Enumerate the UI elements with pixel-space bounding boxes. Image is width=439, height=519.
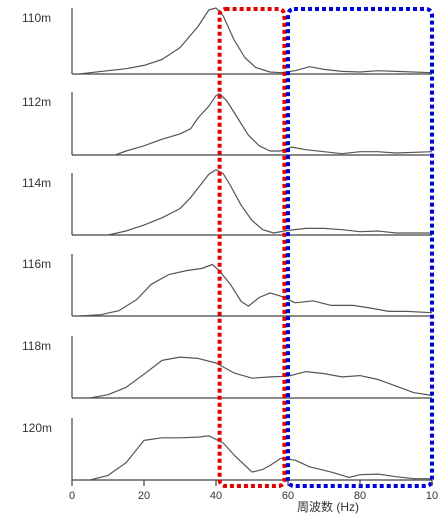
panel-depth-label: 116m — [22, 257, 51, 271]
spectrum-line — [89, 356, 433, 399]
panel-118m: 118m — [22, 336, 433, 399]
x-tick-label: 0 — [69, 490, 75, 502]
panel-114m: 114m — [22, 169, 432, 236]
panel-116m: 116m — [22, 254, 433, 317]
x-tick-label: 20 — [138, 490, 150, 502]
panel-depth-label: 120m — [22, 421, 52, 435]
panel-depth-label: 114m — [22, 176, 51, 190]
highlight-box-blue — [286, 7, 434, 488]
x-tick-label: 80 — [354, 490, 366, 502]
x-tick-label: 60 — [282, 490, 294, 502]
x-ticks: 0 20 40 60 80 10 — [69, 480, 438, 502]
x-tick-label: 40 — [210, 490, 222, 502]
spectrum-panels: 110m 112m 114m 116m 118m 120m — [22, 7, 433, 481]
panel-depth-label: 110m — [22, 11, 51, 25]
panel-depth-label: 118m — [22, 339, 51, 353]
panel-112m: 112m — [22, 92, 433, 156]
spectrum-line — [114, 93, 433, 156]
x-tick-label: 10 — [426, 490, 438, 502]
panel-110m: 110m — [22, 7, 433, 75]
highlight-box-red — [217, 7, 287, 488]
spectrum-line — [89, 435, 432, 481]
panel-depth-label: 112m — [22, 95, 51, 109]
frequency-axis: 0 20 40 60 80 10 周波数 (Hz) — [69, 480, 438, 514]
spectrum-line — [79, 7, 433, 75]
highlight-boxes — [217, 7, 434, 488]
x-axis-title: 周波数 (Hz) — [297, 499, 359, 514]
panel-120m: 120m — [22, 418, 432, 481]
spectrum-line — [79, 263, 433, 317]
spectrum-line — [107, 169, 432, 236]
